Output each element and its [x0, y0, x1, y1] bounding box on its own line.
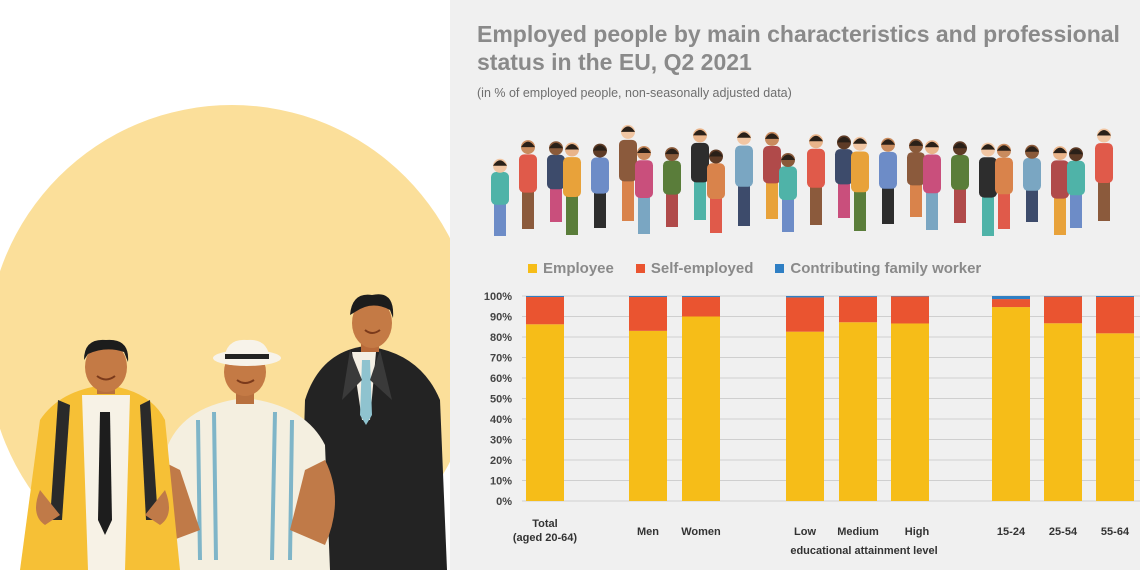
bar-employee-men	[629, 330, 667, 501]
bar-employee-total-aged-20-64-	[526, 324, 564, 501]
legend-item-family-worker: Contributing family worker	[775, 260, 981, 277]
bar-contributing-family-worker-women	[682, 296, 720, 298]
stacked-bar-chart: 0% 10% 20% 30% 40% 50% 60% 70% 80% 90% 100% Total …	[484, 291, 1140, 557]
chart-legend: Employee Self-employed Contributing fami…	[528, 260, 981, 277]
crowd-person-icon	[995, 143, 1013, 229]
crowd-person-icon	[763, 131, 781, 219]
left-illustration-panel	[0, 0, 450, 570]
y-tick-label: 20%	[490, 455, 512, 467]
y-tick-label: 40%	[490, 414, 512, 426]
legend-label-employee: Employee	[543, 260, 614, 277]
y-tick-label: 60%	[490, 373, 512, 385]
bar-employee-women	[682, 316, 720, 501]
bar-self-employed-women	[682, 297, 720, 317]
legend-item-self-employed: Self-employed	[635, 260, 754, 277]
crowd-person-icon	[779, 153, 797, 232]
legend-label-self-employed: Self-employed	[650, 260, 754, 277]
bar-employee-25-54	[1044, 323, 1082, 501]
chart-subtitle: (in % of employed people, non-seasonally…	[477, 86, 792, 100]
y-axis-ticks: 0% 10% 20% 30% 40% 50% 60% 70% 80% 90% 100%	[484, 291, 512, 508]
x-label-age-25-54: 25-54	[1049, 526, 1078, 538]
legend-label-family-worker: Contributing family worker	[790, 260, 982, 277]
crowd-person-icon	[979, 142, 997, 236]
x-label-total-line1: Total	[532, 518, 557, 530]
x-label-high: High	[905, 526, 930, 538]
bar-employee-55-64	[1096, 333, 1134, 501]
crowd-person-icon	[591, 143, 609, 228]
bar-self-employed-high	[891, 296, 929, 324]
crowd-person-icon	[663, 147, 681, 227]
crowd-person-icon	[519, 140, 537, 229]
bar-contributing-family-worker-medium	[839, 296, 877, 297]
bar-employee-high	[891, 323, 929, 501]
legend-swatch-family-worker	[775, 264, 785, 273]
three-men-illustration	[0, 105, 450, 570]
y-tick-label: 0%	[496, 496, 512, 508]
x-label-low: Low	[794, 526, 816, 538]
bar-contributing-family-worker-15-24	[992, 296, 1030, 300]
bar-employee-15-24	[992, 307, 1030, 501]
x-axis-labels: Total (aged 20-64) Men Women Low Medium …	[513, 518, 1130, 557]
crowd-person-icon	[1051, 146, 1069, 235]
y-tick-label: 50%	[490, 394, 512, 406]
bar-self-employed-15-24	[992, 299, 1030, 308]
legend-swatch-employee	[528, 264, 537, 273]
y-tick-label: 80%	[490, 332, 512, 344]
man-in-suit-icon	[300, 294, 447, 570]
bar-self-employed-medium	[839, 296, 877, 323]
y-tick-label: 30%	[490, 435, 512, 447]
crowd-person-icon	[691, 128, 709, 220]
legend-swatch-self-employed	[635, 264, 645, 273]
crowd-person-icon	[491, 158, 509, 236]
crowd-person-icon	[923, 140, 941, 230]
crowd-of-workers-illustration	[491, 124, 1113, 236]
bar-contributing-family-worker-25-54	[1044, 296, 1082, 297]
crowd-person-icon	[851, 136, 869, 231]
crowd-person-icon	[835, 135, 853, 218]
crowd-person-icon	[735, 130, 753, 226]
crowd-person-icon	[1023, 144, 1041, 222]
crowd-person-icon	[807, 134, 825, 225]
bar-contributing-family-worker-total-aged-20-64-	[526, 296, 564, 298]
y-tick-label: 90%	[490, 312, 512, 324]
gridlines	[522, 295, 1140, 502]
crowd-person-icon	[1095, 128, 1113, 221]
y-tick-label: 10%	[490, 476, 512, 488]
y-tick-label: 70%	[490, 353, 512, 365]
bar-employee-medium	[839, 322, 877, 501]
crowd-person-icon	[879, 137, 897, 224]
chart-title: Employed people by main characteristics …	[477, 21, 1120, 75]
x-label-education-group: educational attainment level	[790, 545, 937, 557]
bar-employee-low	[786, 331, 824, 501]
bar-contributing-family-worker-men	[629, 296, 667, 298]
crowd-person-icon	[951, 141, 969, 223]
x-label-age-15-24: 15-24	[997, 526, 1026, 538]
chart-panel: Employed people by main characteristics …	[450, 0, 1140, 570]
bar-self-employed-low	[786, 297, 824, 332]
x-label-medium: Medium	[837, 526, 879, 538]
x-label-men: Men	[637, 526, 659, 538]
bar-contributing-family-worker-low	[786, 296, 824, 298]
x-label-age-55-64: 55-64	[1101, 526, 1130, 538]
legend-item-employee: Employee	[528, 260, 614, 277]
x-label-women: Women	[681, 526, 721, 538]
bar-self-employed-men	[629, 297, 667, 331]
crowd-person-icon	[707, 149, 725, 233]
crowd-person-icon	[547, 141, 565, 222]
crowd-person-icon	[635, 146, 653, 234]
crowd-person-icon	[907, 138, 925, 217]
bar-self-employed-total-aged-20-64-	[526, 297, 564, 325]
man-in-yellow-jacket-icon	[20, 339, 180, 570]
bar-self-employed-55-64	[1096, 297, 1134, 334]
bars	[526, 296, 1134, 501]
crowd-person-icon	[619, 124, 637, 221]
y-tick-label: 100%	[484, 291, 512, 303]
crowd-person-icon	[563, 142, 581, 235]
bar-self-employed-25-54	[1044, 296, 1082, 324]
crowd-person-icon	[1067, 147, 1085, 228]
bar-contributing-family-worker-55-64	[1096, 296, 1134, 298]
x-label-total-line2: (aged 20-64)	[513, 532, 578, 544]
